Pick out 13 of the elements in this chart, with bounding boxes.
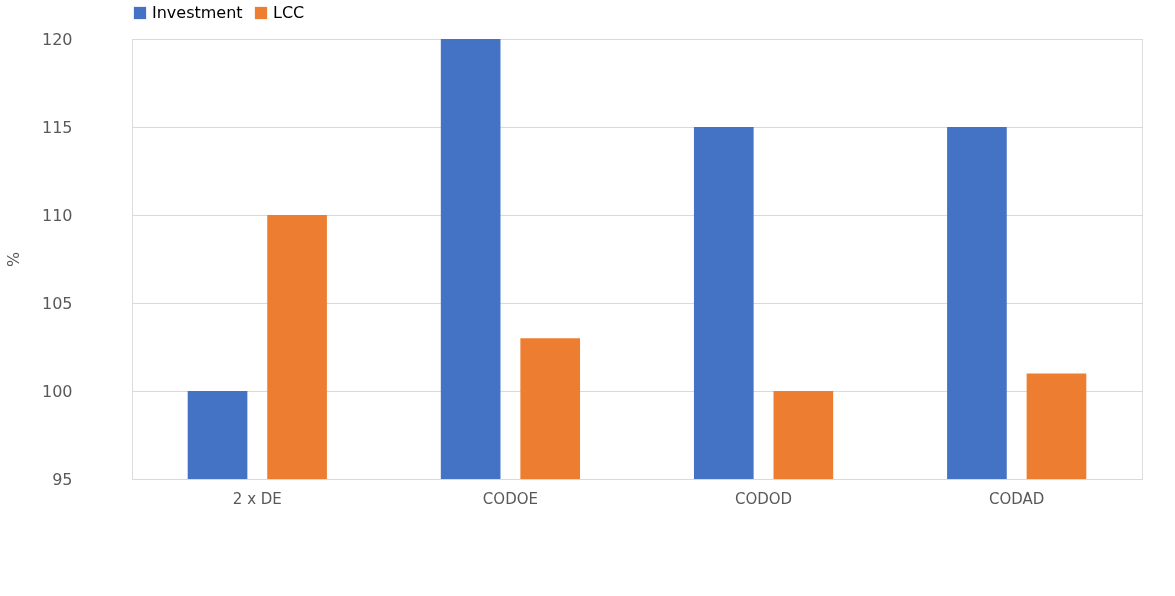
legend-label: LCC xyxy=(273,3,305,22)
legend-label: Investment xyxy=(152,3,243,22)
y-tick-label: 115 xyxy=(41,117,73,137)
y-tick-label: 110 xyxy=(41,205,73,225)
y-axis-title: % xyxy=(3,251,23,268)
x-tick-label: 2 x DE xyxy=(232,489,282,508)
y-tick-label: 100 xyxy=(41,381,73,401)
x-tick-label: CODOE xyxy=(482,489,538,508)
y-tick-label: 95 xyxy=(52,469,73,489)
y-tick-label: 120 xyxy=(41,29,73,49)
x-tick-label: CODAD xyxy=(989,489,1045,508)
x-tick-label: CODOD xyxy=(734,489,793,508)
y-tick-label: 105 xyxy=(41,293,73,313)
